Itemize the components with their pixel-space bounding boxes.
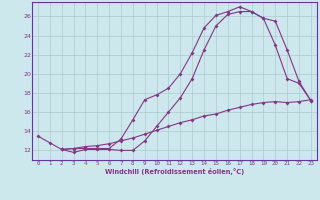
X-axis label: Windchill (Refroidissement éolien,°C): Windchill (Refroidissement éolien,°C) (105, 168, 244, 175)
